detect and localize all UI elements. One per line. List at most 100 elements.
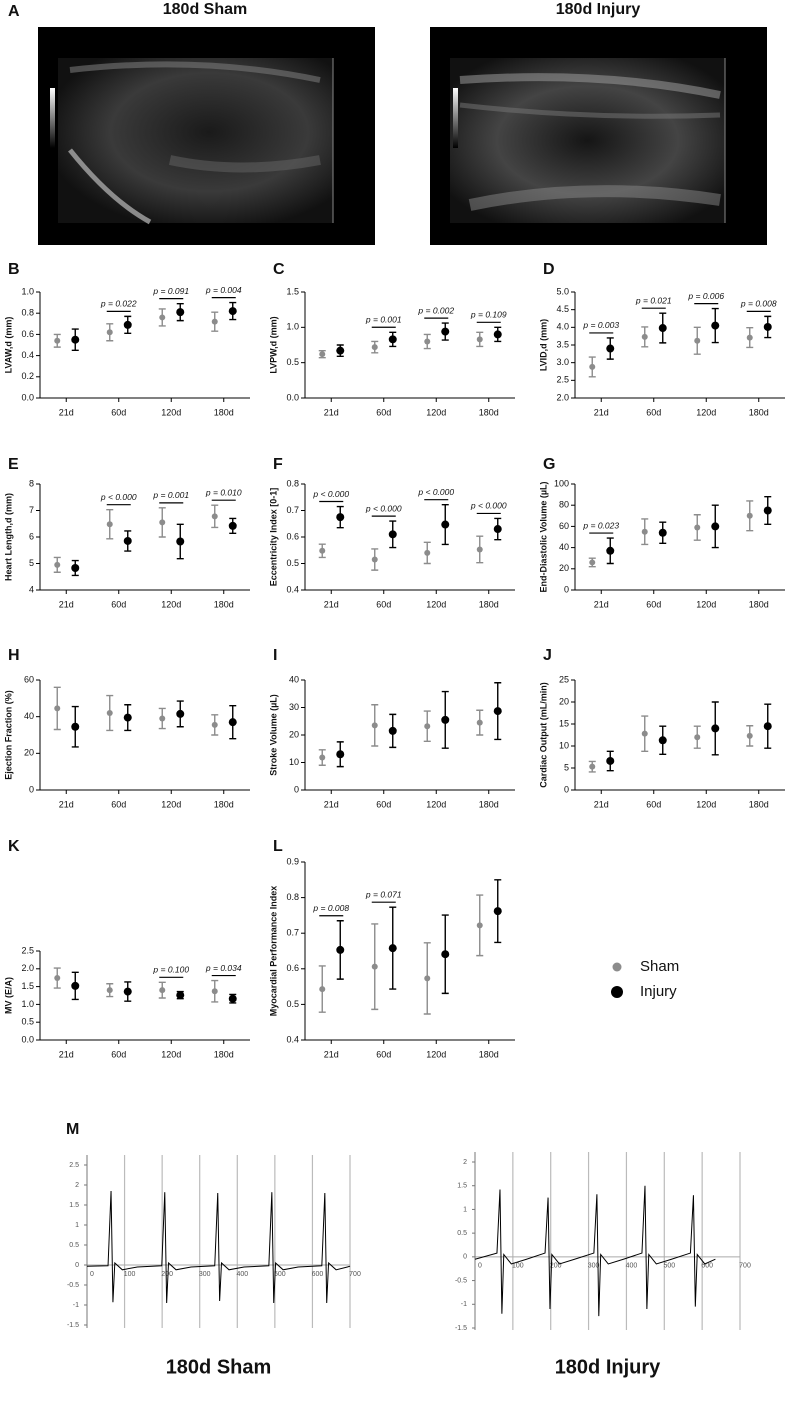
x-tick-label: 300	[199, 1271, 211, 1278]
data-point	[228, 307, 237, 316]
p-value: p < 0.000	[417, 487, 454, 497]
x-tick-label: 60d	[646, 407, 661, 417]
y-tick-label: -0.5	[455, 1277, 467, 1284]
data-point	[319, 351, 326, 358]
data-point	[106, 710, 113, 716]
data-point	[211, 513, 218, 520]
y-axis-label: Myocardial Performance Index	[268, 886, 278, 1017]
data-point	[441, 950, 450, 959]
x-tick-label: 600	[312, 1271, 324, 1278]
x-tick-label: 120d	[161, 407, 181, 417]
y-tick-label: 15	[559, 718, 569, 728]
image-title: 180d Injury	[556, 1, 641, 18]
data-point	[476, 922, 483, 929]
p-value: p = 0.109	[470, 310, 507, 320]
data-point	[371, 963, 378, 970]
data-point	[54, 337, 61, 344]
x-tick-label: 300	[588, 1263, 600, 1270]
panel-letter: D	[543, 261, 555, 278]
p-value: p = 0.034	[205, 963, 242, 973]
p-value: p = 0.001	[365, 315, 402, 325]
y-tick-label: 1.0	[286, 322, 299, 332]
p-value: p = 0.100	[152, 965, 189, 975]
ultrasound-image	[430, 27, 767, 245]
x-tick-label: 120d	[426, 407, 446, 417]
y-tick-label: 3.5	[556, 339, 569, 349]
data-point	[711, 522, 720, 531]
x-tick-label: 180d	[749, 599, 769, 609]
p-value: p < 0.000	[365, 503, 402, 513]
data-point	[476, 336, 483, 343]
panel-letter: A	[8, 3, 20, 20]
y-tick-label: 0	[75, 1262, 79, 1269]
data-point	[123, 987, 132, 996]
y-tick-label: 20	[289, 729, 299, 739]
y-tick-label: -1	[73, 1302, 79, 1309]
y-axis-label: LVPW,d (mm)	[268, 316, 278, 373]
x-tick-label: 180d	[749, 407, 769, 417]
x-tick-label: 60d	[111, 799, 126, 809]
data-point	[476, 546, 483, 553]
data-point	[106, 521, 113, 528]
x-tick-label: 120d	[696, 799, 716, 809]
x-tick-label: 400	[626, 1263, 638, 1270]
x-tick-label: 21d	[324, 407, 339, 417]
x-tick-label: 120d	[161, 799, 181, 809]
data-point	[319, 986, 326, 993]
y-tick-label: 0.7	[286, 928, 299, 938]
data-point	[441, 520, 450, 529]
data-point	[694, 337, 701, 344]
x-tick-label: 120d	[696, 407, 716, 417]
y-tick-label: 0.9	[286, 856, 299, 866]
y-tick-label: 0	[294, 784, 299, 794]
x-tick-label: 180d	[214, 407, 234, 417]
data-point	[746, 512, 753, 519]
x-tick-label: 120d	[426, 599, 446, 609]
y-tick-label: 30	[289, 702, 299, 712]
data-point	[589, 559, 596, 566]
x-tick-label: 100	[512, 1263, 524, 1270]
x-tick-label: 60d	[111, 407, 126, 417]
p-value: p = 0.006	[687, 291, 724, 301]
p-value: p < 0.000	[312, 489, 349, 499]
x-tick-label: 21d	[324, 599, 339, 609]
y-axis-label: Heart Length,d (mm)	[3, 493, 13, 581]
y-tick-label: 60	[24, 674, 34, 684]
y-tick-label: 1.0	[21, 999, 34, 1009]
data-point	[711, 321, 720, 330]
data-point	[493, 330, 502, 339]
y-tick-label: 40	[559, 542, 569, 552]
data-point	[589, 763, 596, 770]
y-tick-label: 0.2	[21, 371, 34, 381]
legend-marker	[611, 986, 623, 998]
y-tick-label: 0.5	[457, 1230, 467, 1237]
data-point	[336, 945, 345, 954]
x-tick-label: 60d	[376, 599, 391, 609]
p-value: p = 0.022	[100, 299, 137, 309]
x-tick-label: 180d	[479, 799, 499, 809]
data-point	[211, 318, 218, 325]
p-value: p = 0.001	[152, 490, 189, 500]
data-point	[159, 314, 166, 321]
x-tick-label: 500	[663, 1263, 675, 1270]
data-point	[228, 521, 237, 530]
legend-label: Injury	[640, 983, 677, 1000]
x-tick-label: 200	[550, 1263, 562, 1270]
legend-marker	[612, 962, 622, 972]
y-tick-label: 0.8	[286, 478, 299, 488]
y-tick-label: 2.5	[69, 1162, 79, 1169]
x-tick-label: 500	[274, 1271, 286, 1278]
x-tick-label: 400	[236, 1271, 248, 1278]
x-tick-label: 180d	[479, 407, 499, 417]
panel-letter: K	[8, 838, 20, 855]
y-tick-label: 4.0	[556, 322, 569, 332]
data-point	[228, 994, 237, 1003]
data-point	[71, 981, 80, 990]
y-tick-label: 2	[463, 1159, 467, 1166]
data-point	[424, 549, 431, 556]
panel-letter: L	[273, 838, 283, 855]
y-axis-label: Ejection Fraction (%)	[3, 690, 13, 780]
y-axis-label: End-Diastolic Volume (µL)	[538, 481, 548, 592]
x-tick-label: 120d	[426, 1049, 446, 1059]
